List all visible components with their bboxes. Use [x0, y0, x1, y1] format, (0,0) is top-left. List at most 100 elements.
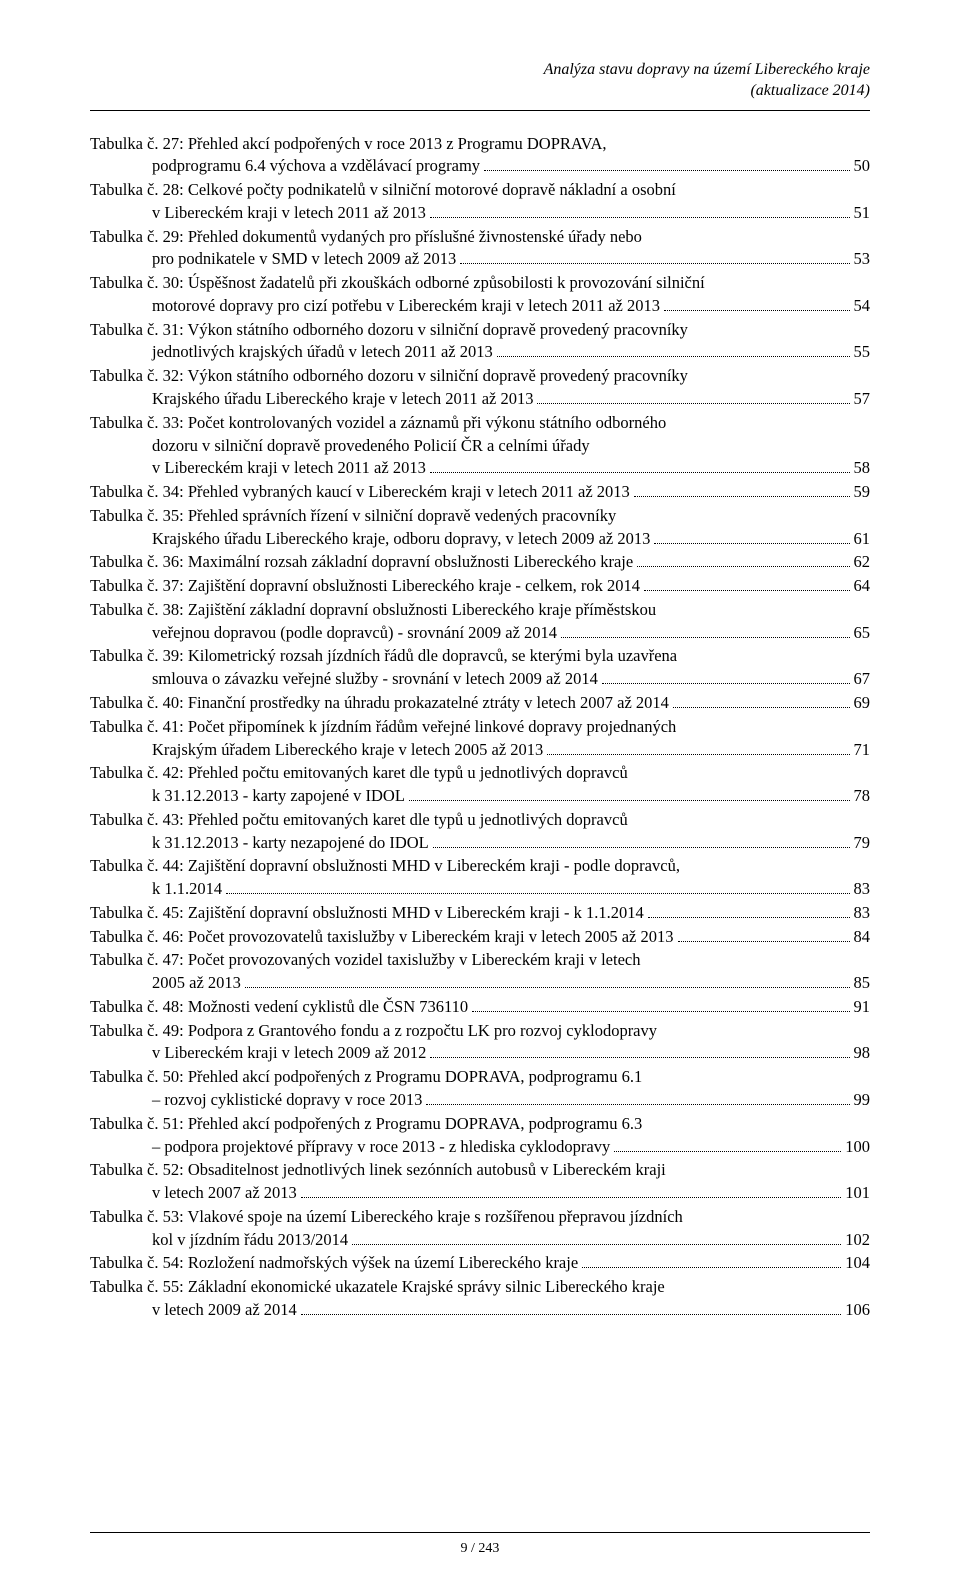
toc-entry: Tabulka č. 41: Počet připomínek k jízdní… [90, 716, 870, 762]
toc-line: veřejnou dopravou (podle dopravců) - sro… [90, 622, 870, 645]
toc-page: 104 [845, 1252, 870, 1275]
toc-line: – rozvoj cyklistické dopravy v roce 2013… [90, 1089, 870, 1112]
toc-line: dozoru v silniční dopravě provedeného Po… [90, 435, 870, 458]
toc-page: 98 [854, 1042, 871, 1065]
toc-entry: Tabulka č. 42: Přehled počtu emitovaných… [90, 762, 870, 808]
toc-text: kol v jízdním řádu 2013/2014 [152, 1229, 348, 1252]
toc-page: 57 [854, 388, 871, 411]
toc-line: Tabulka č. 51: Přehled akcí podpořených … [90, 1113, 870, 1136]
toc-entry: Tabulka č. 54: Rozložení nadmořských výš… [90, 1252, 870, 1275]
toc-text: Tabulka č. 29: Přehled dokumentů vydanýc… [90, 226, 642, 249]
toc-line: Tabulka č. 49: Podpora z Grantového fond… [90, 1020, 870, 1043]
toc-line: Tabulka č. 44: Zajištění dopravní obsluž… [90, 855, 870, 878]
toc-entry: Tabulka č. 51: Přehled akcí podpořených … [90, 1113, 870, 1159]
toc-text: Tabulka č. 31: Výkon státního odborného … [90, 319, 688, 342]
toc-entry: Tabulka č. 27: Přehled akcí podpořených … [90, 133, 870, 179]
toc-text: 2005 až 2013 [152, 972, 241, 995]
toc-line: smlouva o závazku veřejné služby - srovn… [90, 668, 870, 691]
toc-entry: Tabulka č. 46: Počet provozovatelů taxis… [90, 926, 870, 949]
toc-entry: Tabulka č. 50: Přehled akcí podpořených … [90, 1066, 870, 1112]
toc-text: Tabulka č. 28: Celkové počty podnikatelů… [90, 179, 676, 202]
toc-text: pro podnikatele v SMD v letech 2009 až 2… [152, 248, 456, 271]
toc-line: Tabulka č. 42: Přehled počtu emitovaných… [90, 762, 870, 785]
toc-text: Tabulka č. 41: Počet připomínek k jízdní… [90, 716, 676, 739]
toc-line: Tabulka č. 37: Zajištění dopravní obsluž… [90, 575, 870, 598]
toc-text: k 31.12.2013 - karty zapojené v IDOL [152, 785, 405, 808]
toc-text: – rozvoj cyklistické dopravy v roce 2013 [152, 1089, 422, 1112]
toc-text: k 1.1.2014 [152, 878, 222, 901]
toc-text: Tabulka č. 32: Výkon státního odborného … [90, 365, 688, 388]
toc-line: Tabulka č. 32: Výkon státního odborného … [90, 365, 870, 388]
toc-text: v Libereckém kraji v letech 2011 až 2013 [152, 457, 426, 480]
toc-page: 64 [854, 575, 871, 598]
toc-page: 85 [854, 972, 871, 995]
toc-leader [547, 744, 849, 755]
toc-leader [614, 1141, 841, 1152]
toc-text: Tabulka č. 35: Přehled správních řízení … [90, 505, 616, 528]
toc-text: Tabulka č. 38: Zajištění základní doprav… [90, 599, 656, 622]
toc-line: k 1.1.2014 83 [90, 878, 870, 901]
toc-entry: Tabulka č. 35: Přehled správních řízení … [90, 505, 870, 551]
toc-text: Tabulka č. 39: Kilometrický rozsah jízdn… [90, 645, 677, 668]
toc-entry: Tabulka č. 43: Přehled počtu emitovaných… [90, 809, 870, 855]
toc-page: 102 [845, 1229, 870, 1252]
toc-page: 59 [854, 481, 871, 504]
toc-page: 69 [854, 692, 871, 715]
toc-line: Tabulka č. 53: Vlakové spoje na území Li… [90, 1206, 870, 1229]
toc-entry: Tabulka č. 47: Počet provozovaných vozid… [90, 949, 870, 995]
toc-page: 67 [854, 668, 871, 691]
toc-text: Tabulka č. 36: Maximální rozsah základní… [90, 551, 633, 574]
toc-text: Tabulka č. 49: Podpora z Grantového fond… [90, 1020, 657, 1043]
toc-line: Tabulka č. 45: Zajištění dopravní obsluž… [90, 902, 870, 925]
toc-line: podprogramu 6.4 výchova a vzdělávací pro… [90, 155, 870, 178]
toc-page: 78 [854, 785, 871, 808]
toc-line: Tabulka č. 54: Rozložení nadmořských výš… [90, 1252, 870, 1275]
toc-page: 53 [854, 248, 871, 271]
header-rule [90, 110, 870, 111]
toc-text: Tabulka č. 48: Možnosti vedení cyklistů … [90, 996, 468, 1019]
toc-line: Krajským úřadem Libereckého kraje v lete… [90, 739, 870, 762]
header-line1: Analýza stavu dopravy na území Liberecké… [90, 60, 870, 81]
toc-leader [497, 347, 850, 358]
toc-line: Tabulka č. 55: Základní ekonomické ukaza… [90, 1276, 870, 1299]
toc-text: Tabulka č. 33: Počet kontrolovaných vozi… [90, 412, 666, 435]
toc-line: Tabulka č. 43: Přehled počtu emitovaných… [90, 809, 870, 832]
toc-text: Krajským úřadem Libereckého kraje v lete… [152, 739, 543, 762]
toc-entry: Tabulka č. 37: Zajištění dopravní obsluž… [90, 575, 870, 598]
toc-leader [460, 254, 849, 265]
toc-entry: Tabulka č. 29: Přehled dokumentů vydanýc… [90, 226, 870, 272]
toc-leader [582, 1258, 841, 1269]
toc-page: 99 [854, 1089, 871, 1112]
toc-leader [537, 393, 849, 404]
toc-page: 91 [854, 996, 871, 1019]
toc-entry: Tabulka č. 53: Vlakové spoje na území Li… [90, 1206, 870, 1252]
toc-text: Tabulka č. 45: Zajištění dopravní obsluž… [90, 902, 644, 925]
toc-leader [678, 931, 850, 942]
toc-leader [430, 207, 850, 218]
toc-text: Tabulka č. 43: Přehled počtu emitovaných… [90, 809, 628, 832]
footer-rule [90, 1532, 870, 1533]
toc-line: 2005 až 2013 85 [90, 972, 870, 995]
toc-page: 71 [854, 739, 871, 762]
toc-entry: Tabulka č. 55: Základní ekonomické ukaza… [90, 1276, 870, 1322]
toc-page: 58 [854, 457, 871, 480]
toc-line: v letech 2009 až 2014106 [90, 1299, 870, 1322]
toc-line: Tabulka č. 33: Počet kontrolovaných vozi… [90, 412, 870, 435]
toc-leader [654, 533, 849, 544]
toc-entries: Tabulka č. 27: Přehled akcí podpořených … [90, 133, 870, 1322]
toc-entry: Tabulka č. 38: Zajištění základní doprav… [90, 599, 870, 645]
toc-page: 83 [854, 878, 871, 901]
toc-text: Tabulka č. 37: Zajištění dopravní obsluž… [90, 575, 640, 598]
toc-leader [472, 1001, 849, 1012]
toc-line: kol v jízdním řádu 2013/2014 102 [90, 1229, 870, 1252]
toc-text: Tabulka č. 44: Zajištění dopravní obsluž… [90, 855, 680, 878]
toc-text: Tabulka č. 47: Počet provozovaných vozid… [90, 949, 641, 972]
toc-line: Tabulka č. 41: Počet připomínek k jízdní… [90, 716, 870, 739]
toc-leader [602, 673, 850, 684]
toc-line: Tabulka č. 39: Kilometrický rozsah jízdn… [90, 645, 870, 668]
toc-leader [352, 1234, 841, 1245]
toc-line: v Libereckém kraji v letech 2011 až 2013… [90, 457, 870, 480]
toc-line: motorové dopravy pro cizí potřebu v Libe… [90, 295, 870, 318]
toc-text: v letech 2009 až 2014 [152, 1299, 297, 1322]
toc-text: dozoru v silniční dopravě provedeného Po… [152, 435, 590, 458]
